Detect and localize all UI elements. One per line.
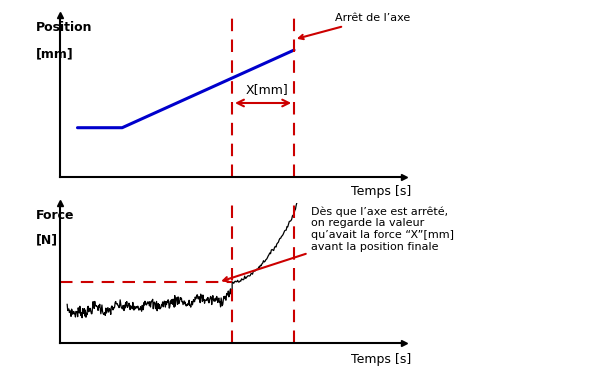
Text: X[mm]: X[mm] — [245, 83, 288, 96]
Text: Temps [s]: Temps [s] — [350, 185, 411, 198]
Text: Temps [s]: Temps [s] — [350, 353, 411, 366]
Text: Force: Force — [36, 208, 75, 221]
Text: Dès que l’axe est arrêté,
on regarde la valeur
qu’avait la force “X”[mm]
avant l: Dès que l’axe est arrêté, on regarde la … — [223, 206, 454, 282]
Text: [N]: [N] — [36, 234, 58, 247]
Text: Position: Position — [36, 21, 93, 34]
Text: Arrêt de l’axe: Arrêt de l’axe — [299, 13, 411, 39]
Text: [mm]: [mm] — [36, 47, 74, 60]
